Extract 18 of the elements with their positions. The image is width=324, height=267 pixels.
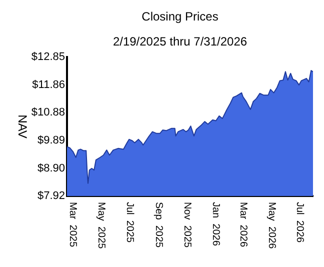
x-tick-label: Nov 2025 xyxy=(181,202,192,248)
x-tick-label: Mar 2026 xyxy=(237,202,248,248)
x-tick-label: Jul 2025 xyxy=(124,202,135,244)
y-tick-label: $10.88 xyxy=(31,106,65,119)
y-tick-label: $7.92 xyxy=(37,190,65,202)
y-tick-label: $11.86 xyxy=(32,78,65,91)
x-tick-label: Jul 2026 xyxy=(294,202,306,244)
y-tick-label: $8.90 xyxy=(37,162,65,174)
y-tick-label: $9.89 xyxy=(37,134,65,146)
chart-title: Closing Prices xyxy=(142,9,218,24)
chart-subtitle: 2/19/2025 thru 7/31/2026 xyxy=(112,34,248,48)
y-axis-title: NAV xyxy=(16,114,30,138)
x-tick-label: May 2026 xyxy=(266,202,277,250)
x-tick-label: May 2025 xyxy=(95,202,106,250)
x-tick-label: Sep 2025 xyxy=(152,202,164,248)
x-tick-label: Mar 2025 xyxy=(66,202,78,248)
x-tick-label: Jan 2026 xyxy=(210,202,221,246)
y-tick-label: $12.85 xyxy=(31,51,65,64)
